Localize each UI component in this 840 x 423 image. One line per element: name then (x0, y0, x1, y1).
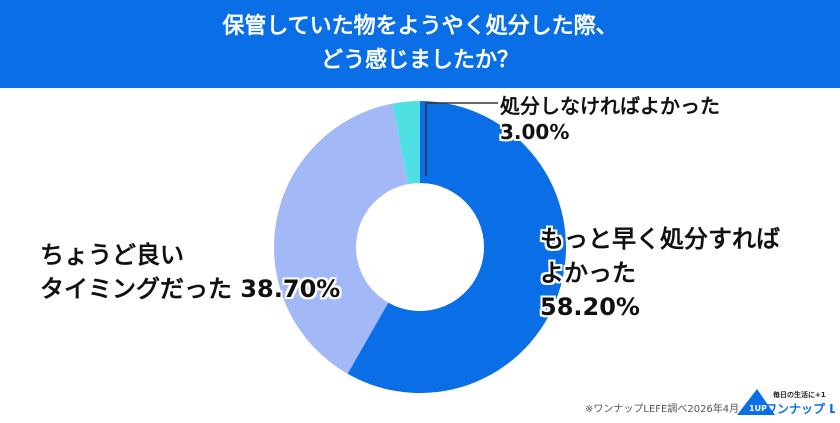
title-line-2: どう感じましたか？ (320, 48, 519, 73)
slice-label-early: もっと早く処分すれば よかった 58.20% (540, 222, 780, 324)
donut-slice-1 (273, 103, 408, 374)
label-line: もっと早く処分すれば (540, 225, 780, 253)
donut-slice-0 (347, 101, 566, 393)
slice-label-should-not: 処分しなければよかった 3.00% (500, 93, 720, 145)
logo-text: ワンナップ LIFE (765, 401, 835, 416)
label-value: 3.00% (500, 120, 570, 144)
label-line: 処分しなければよかった (500, 94, 720, 118)
logo-badge: 1UP (749, 404, 767, 413)
source-note: ※ワンナップLEFE調べ2026年4月 (585, 404, 740, 415)
brand-logo: 1UP 毎日の生活に+1 ワンナップ LIFE (735, 385, 840, 419)
chart-title-banner: 保管していた物をようやく処分した際、 どう感じましたか？ (0, 0, 840, 88)
label-line: よかった (540, 259, 636, 287)
logo-tagline: 毎日の生活に+1 (773, 390, 826, 399)
donut-slice-2 (392, 101, 420, 185)
label-line: タイミングだった 38.70% (40, 275, 341, 303)
slice-label-right-timing: ちょうど良い タイミングだった 38.70% (40, 238, 340, 306)
leader-line (425, 102, 498, 176)
label-line: ちょうど良い (40, 241, 184, 269)
label-value: 58.20% (540, 293, 640, 321)
title-line-1: 保管していた物をようやく処分した際、 (222, 14, 618, 39)
